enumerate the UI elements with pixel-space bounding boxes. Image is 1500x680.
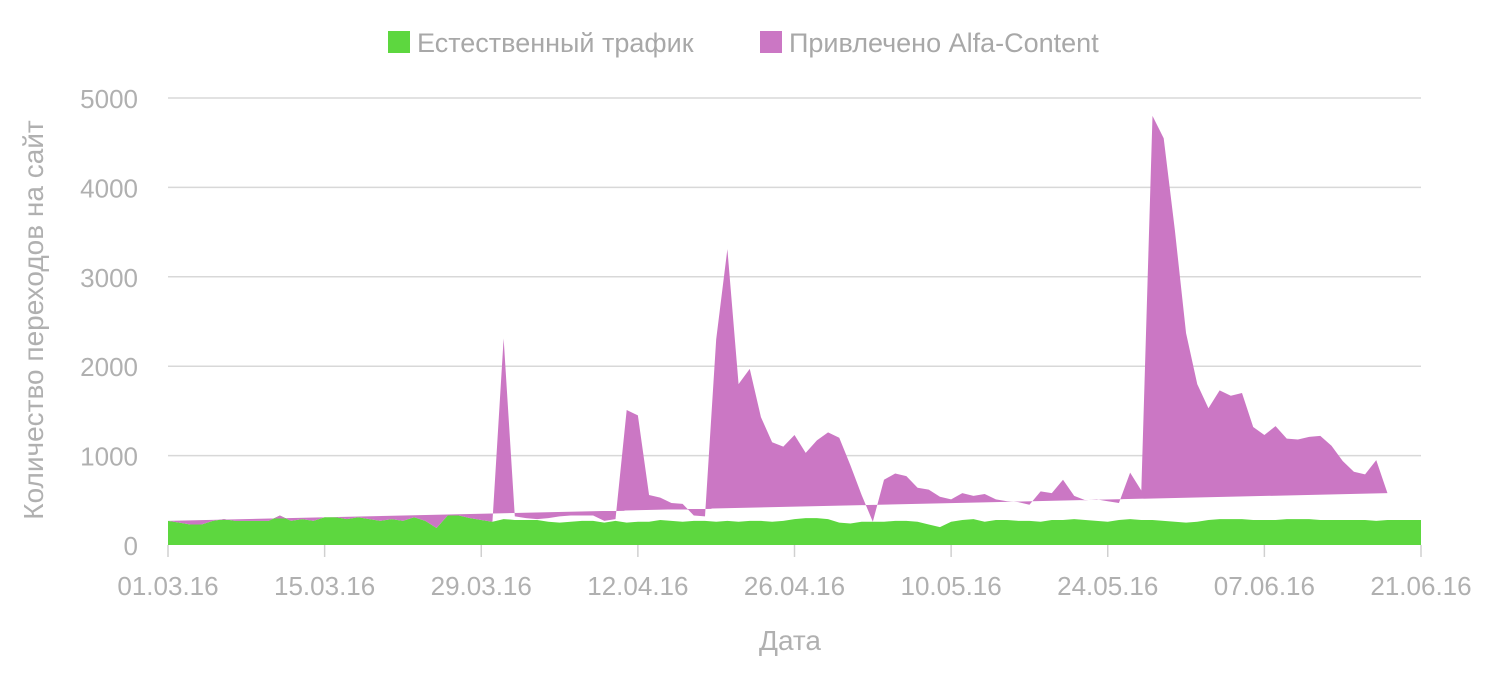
y-tick-label: 3000 bbox=[80, 263, 138, 293]
y-tick-label: 0 bbox=[124, 531, 138, 561]
legend-label-attracted: Привлечено Alfa-Content bbox=[789, 28, 1099, 58]
areas bbox=[168, 115, 1421, 545]
x-tick-label: 26.04.16 bbox=[744, 571, 845, 601]
x-tick-label: 01.03.16 bbox=[117, 571, 218, 601]
x-axis-title: Дата bbox=[759, 625, 821, 656]
x-tick-label: 07.06.16 bbox=[1214, 571, 1315, 601]
y-tick-label: 4000 bbox=[80, 173, 138, 203]
y-tick-label: 2000 bbox=[80, 352, 138, 382]
legend-swatch-natural bbox=[388, 31, 410, 53]
x-axis-ticks: 01.03.16 15.03.16 29.03.16 12.04.16 26.04.16… bbox=[117, 545, 1472, 601]
legend-swatch-attracted bbox=[760, 31, 782, 53]
y-axis-title: Количество переходов на сайт bbox=[18, 120, 49, 520]
x-tick-label: 10.05.16 bbox=[901, 571, 1002, 601]
x-tick-label: 21.06.16 bbox=[1370, 571, 1471, 601]
x-tick-label: 12.04.16 bbox=[587, 571, 688, 601]
area-natural-traffic bbox=[168, 515, 1421, 545]
legend-label-natural: Естественный трафик bbox=[417, 28, 694, 58]
x-tick-label: 15.03.16 bbox=[274, 571, 375, 601]
y-tick-label: 5000 bbox=[80, 84, 138, 114]
y-tick-label: 1000 bbox=[80, 442, 138, 472]
area-attracted-alfa-content bbox=[168, 115, 1388, 529]
x-tick-label: 24.05.16 bbox=[1057, 571, 1158, 601]
y-axis-ticks: 0 1000 2000 3000 4000 5000 bbox=[80, 84, 138, 561]
legend: Естественный трафик Привлечено Alfa-Cont… bbox=[388, 28, 1099, 58]
x-tick-label: 29.03.16 bbox=[431, 571, 532, 601]
